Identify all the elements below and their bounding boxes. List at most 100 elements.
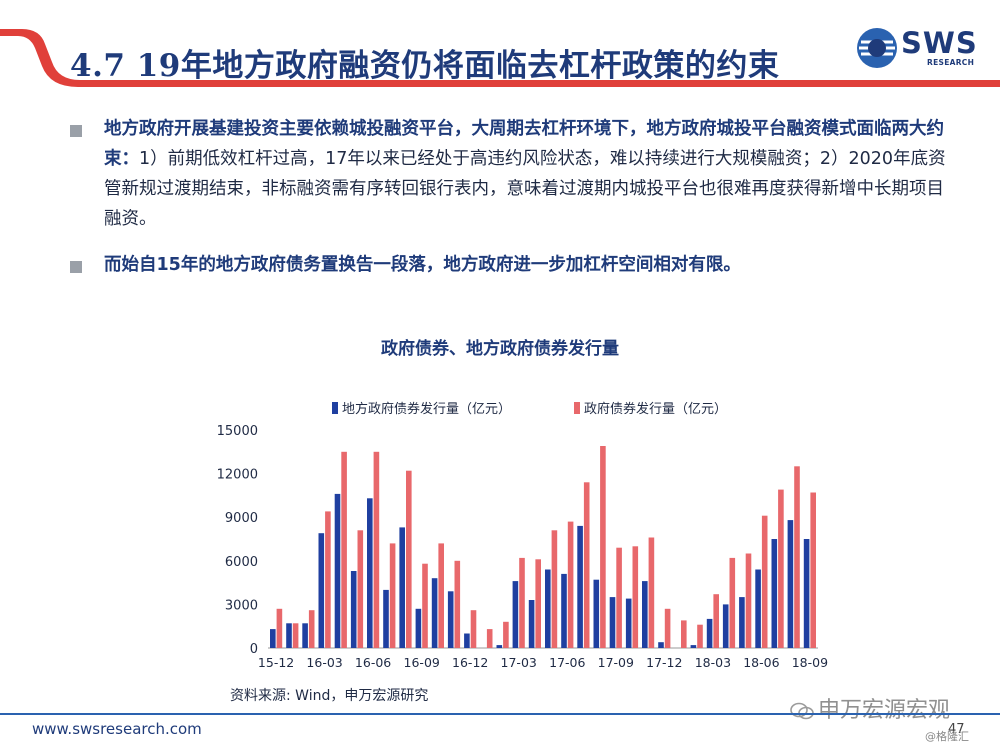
bar-local: [447, 591, 454, 648]
bullet-1-text: 1）前期低效杠杆过高，17年以来已经处于高违约风险状态，难以持续进行大规模融资；…: [104, 149, 946, 229]
bar-local: [642, 581, 648, 648]
bar-gov: [341, 451, 347, 648]
bar-local: [545, 569, 551, 648]
y-tick-label: 6000: [225, 555, 258, 570]
bar-local: [367, 498, 373, 648]
bar-gov: [454, 560, 461, 648]
legend-swatch: [332, 402, 338, 414]
bar-gov: [406, 470, 412, 648]
bar-gov: [292, 623, 299, 648]
bar-gov: [389, 543, 396, 648]
bullet-item-2: 而始自15年的地方政府债务置换告一段落，地方政府进一步加杠杆空间相对有限。: [68, 250, 958, 280]
bar-local: [464, 633, 470, 648]
watermark-2: @格隆汇: [925, 730, 969, 743]
bar-local: [658, 642, 664, 648]
bar-gov: [648, 537, 655, 648]
bar-local: [415, 608, 422, 648]
bar-local: [383, 589, 389, 648]
bar-local: [512, 581, 519, 648]
x-tick-label: 17-03: [501, 655, 537, 670]
page-title: 4.7 19年地方政府融资仍将面临去杠杆政策的约束: [70, 48, 780, 84]
bar-gov: [535, 559, 541, 648]
bullet-square-icon: [70, 261, 82, 273]
x-tick-label: 17-09: [598, 655, 634, 670]
bar-gov: [308, 610, 315, 648]
bar-local: [350, 571, 357, 648]
bar-gov: [713, 594, 719, 648]
bar-local: [318, 533, 325, 648]
bullet-item-1: 地方政府开展基建投资主要依赖城投融资平台，大周期去杠杆环境下，地方政府城投平台融…: [68, 114, 958, 234]
legend-swatch: [574, 402, 580, 414]
bar-local: [561, 573, 567, 648]
bar-local: [722, 604, 729, 648]
watermark: 申万宏源宏观: [790, 692, 950, 724]
bar-gov: [794, 466, 800, 648]
bar-gov: [503, 621, 509, 648]
x-tick-label: 16-03: [306, 655, 342, 670]
source-note: 资料来源: Wind，申万宏源研究: [230, 688, 429, 704]
bar-local: [609, 597, 616, 648]
x-tick-label: 17-12: [646, 655, 682, 670]
x-tick-label: 18-03: [695, 655, 731, 670]
bar-gov: [632, 546, 639, 648]
bar-local: [399, 527, 405, 648]
sws-logo-icon: [857, 28, 897, 68]
bar-gov: [357, 530, 364, 648]
bar-local: [577, 525, 583, 648]
watermark-text: 申万宏源宏观: [818, 698, 951, 723]
bar-gov: [761, 515, 768, 648]
bar-local: [755, 569, 761, 648]
bar-local: [496, 645, 503, 648]
bar-gov: [486, 629, 493, 648]
bar-gov: [373, 451, 380, 648]
bullet-list: 地方政府开展基建投资主要依赖城投融资平台，大周期去杠杆环境下，地方政府城投平台融…: [68, 114, 958, 280]
y-tick-label: 9000: [225, 511, 258, 526]
bar-gov: [567, 521, 574, 648]
bar-local: [787, 520, 794, 648]
bar-gov: [519, 557, 525, 648]
bar-gov: [810, 492, 816, 648]
bar-gov: [422, 563, 428, 648]
title-bar: 4.7 19年地方政府融资仍将面临去杠杆政策的约束: [0, 14, 1000, 104]
legend-label: 政府债券发行量（亿元）: [584, 401, 727, 417]
bullet-1-bold: 地方政府开展基建投资主要依赖城投融资平台，大周期去杠杆环境下，地方政府城投平台融…: [104, 119, 944, 169]
bullet-square-icon: [70, 125, 82, 137]
bar-gov: [616, 547, 622, 648]
logo-subtext: RESEARCH: [927, 58, 975, 67]
bar-gov: [325, 511, 331, 648]
bar-gov: [600, 446, 606, 648]
sws-logo: SWS RESEARCH: [855, 24, 985, 72]
bar-gov: [778, 489, 784, 648]
y-tick-label: 0: [250, 642, 258, 657]
bar-local: [334, 493, 341, 648]
bar-local: [593, 579, 600, 648]
footer-url[interactable]: www.swsresearch.com: [32, 720, 202, 738]
bar-gov: [583, 482, 590, 648]
bar-local: [431, 578, 438, 648]
x-tick-label: 18-06: [743, 655, 779, 670]
bar-local: [739, 597, 745, 648]
x-tick-label: 16-06: [355, 655, 391, 670]
bar-gov: [697, 624, 703, 648]
bar-local: [286, 623, 292, 648]
bar-gov: [438, 543, 444, 648]
page-number: 47: [948, 722, 965, 737]
bar-local: [771, 539, 778, 648]
bar-gov: [729, 557, 736, 648]
bar-local: [803, 539, 810, 648]
x-tick-label: 17-06: [549, 655, 585, 670]
bar-local: [270, 629, 276, 648]
bar-gov: [745, 553, 752, 648]
bar-local: [690, 645, 697, 648]
x-tick-label: 16-12: [452, 655, 488, 670]
wechat-icon: [790, 702, 814, 720]
bar-local: [625, 598, 632, 648]
title-swoosh: [0, 29, 1000, 87]
bar-gov: [664, 608, 671, 648]
y-tick-label: 12000: [217, 468, 258, 483]
x-tick-label: 18-09: [792, 655, 828, 670]
bar-gov: [551, 530, 558, 648]
x-tick-label: 16-09: [404, 655, 440, 670]
bar-local: [302, 623, 308, 648]
